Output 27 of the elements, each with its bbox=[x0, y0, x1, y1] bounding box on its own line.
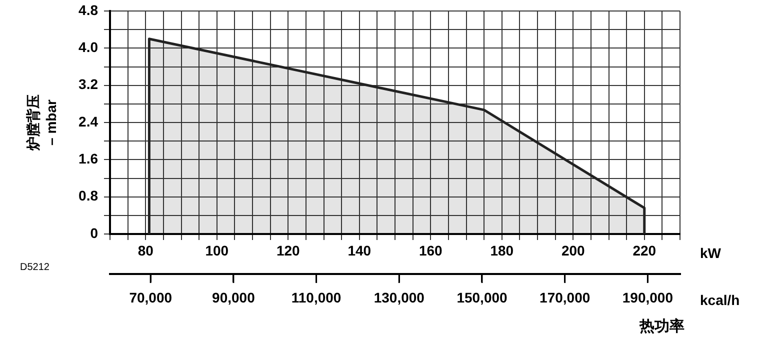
x2-tick-label: 150,000 bbox=[456, 289, 508, 306]
x-tick-label: 100 bbox=[205, 242, 229, 258]
x-tick-label: 160 bbox=[418, 242, 443, 258]
x-tick-label: 140 bbox=[348, 242, 372, 258]
x2-tick-label: 70,000 bbox=[129, 289, 172, 306]
y-tick-label: 4.8 bbox=[78, 2, 98, 18]
y-tick-label: 2.4 bbox=[78, 113, 98, 130]
x2-tick-label: 130,000 bbox=[374, 289, 425, 306]
y-tick-label: 0 bbox=[90, 224, 98, 241]
x2-tick-label: 110,000 bbox=[291, 289, 342, 306]
text: D5212 bbox=[20, 262, 50, 273]
x2-tick-label: 90,000 bbox=[212, 289, 256, 306]
x-axis-title: kW bbox=[700, 244, 722, 261]
y-axis-title: 炉膛背压 – mbar bbox=[24, 94, 59, 152]
x-tick-label: 200 bbox=[561, 242, 586, 258]
x-tick-label: 180 bbox=[490, 242, 514, 258]
y-tick-label: 4.0 bbox=[78, 39, 98, 56]
y-tick-label: 0.8 bbox=[78, 188, 98, 204]
x-tick-label: 80 bbox=[138, 242, 154, 258]
x2-axis-title: kcal/h bbox=[700, 292, 740, 308]
y-tick-label: 3.2 bbox=[78, 76, 98, 92]
x2-tick-label: 170,000 bbox=[540, 289, 590, 306]
x-tick-label: 120 bbox=[276, 242, 300, 258]
x2-tick-label: 190,000 bbox=[622, 289, 674, 306]
text: 热功率 bbox=[638, 317, 684, 336]
y-tick-label: 1.6 bbox=[78, 150, 98, 167]
x-tick-label: 220 bbox=[632, 242, 656, 258]
